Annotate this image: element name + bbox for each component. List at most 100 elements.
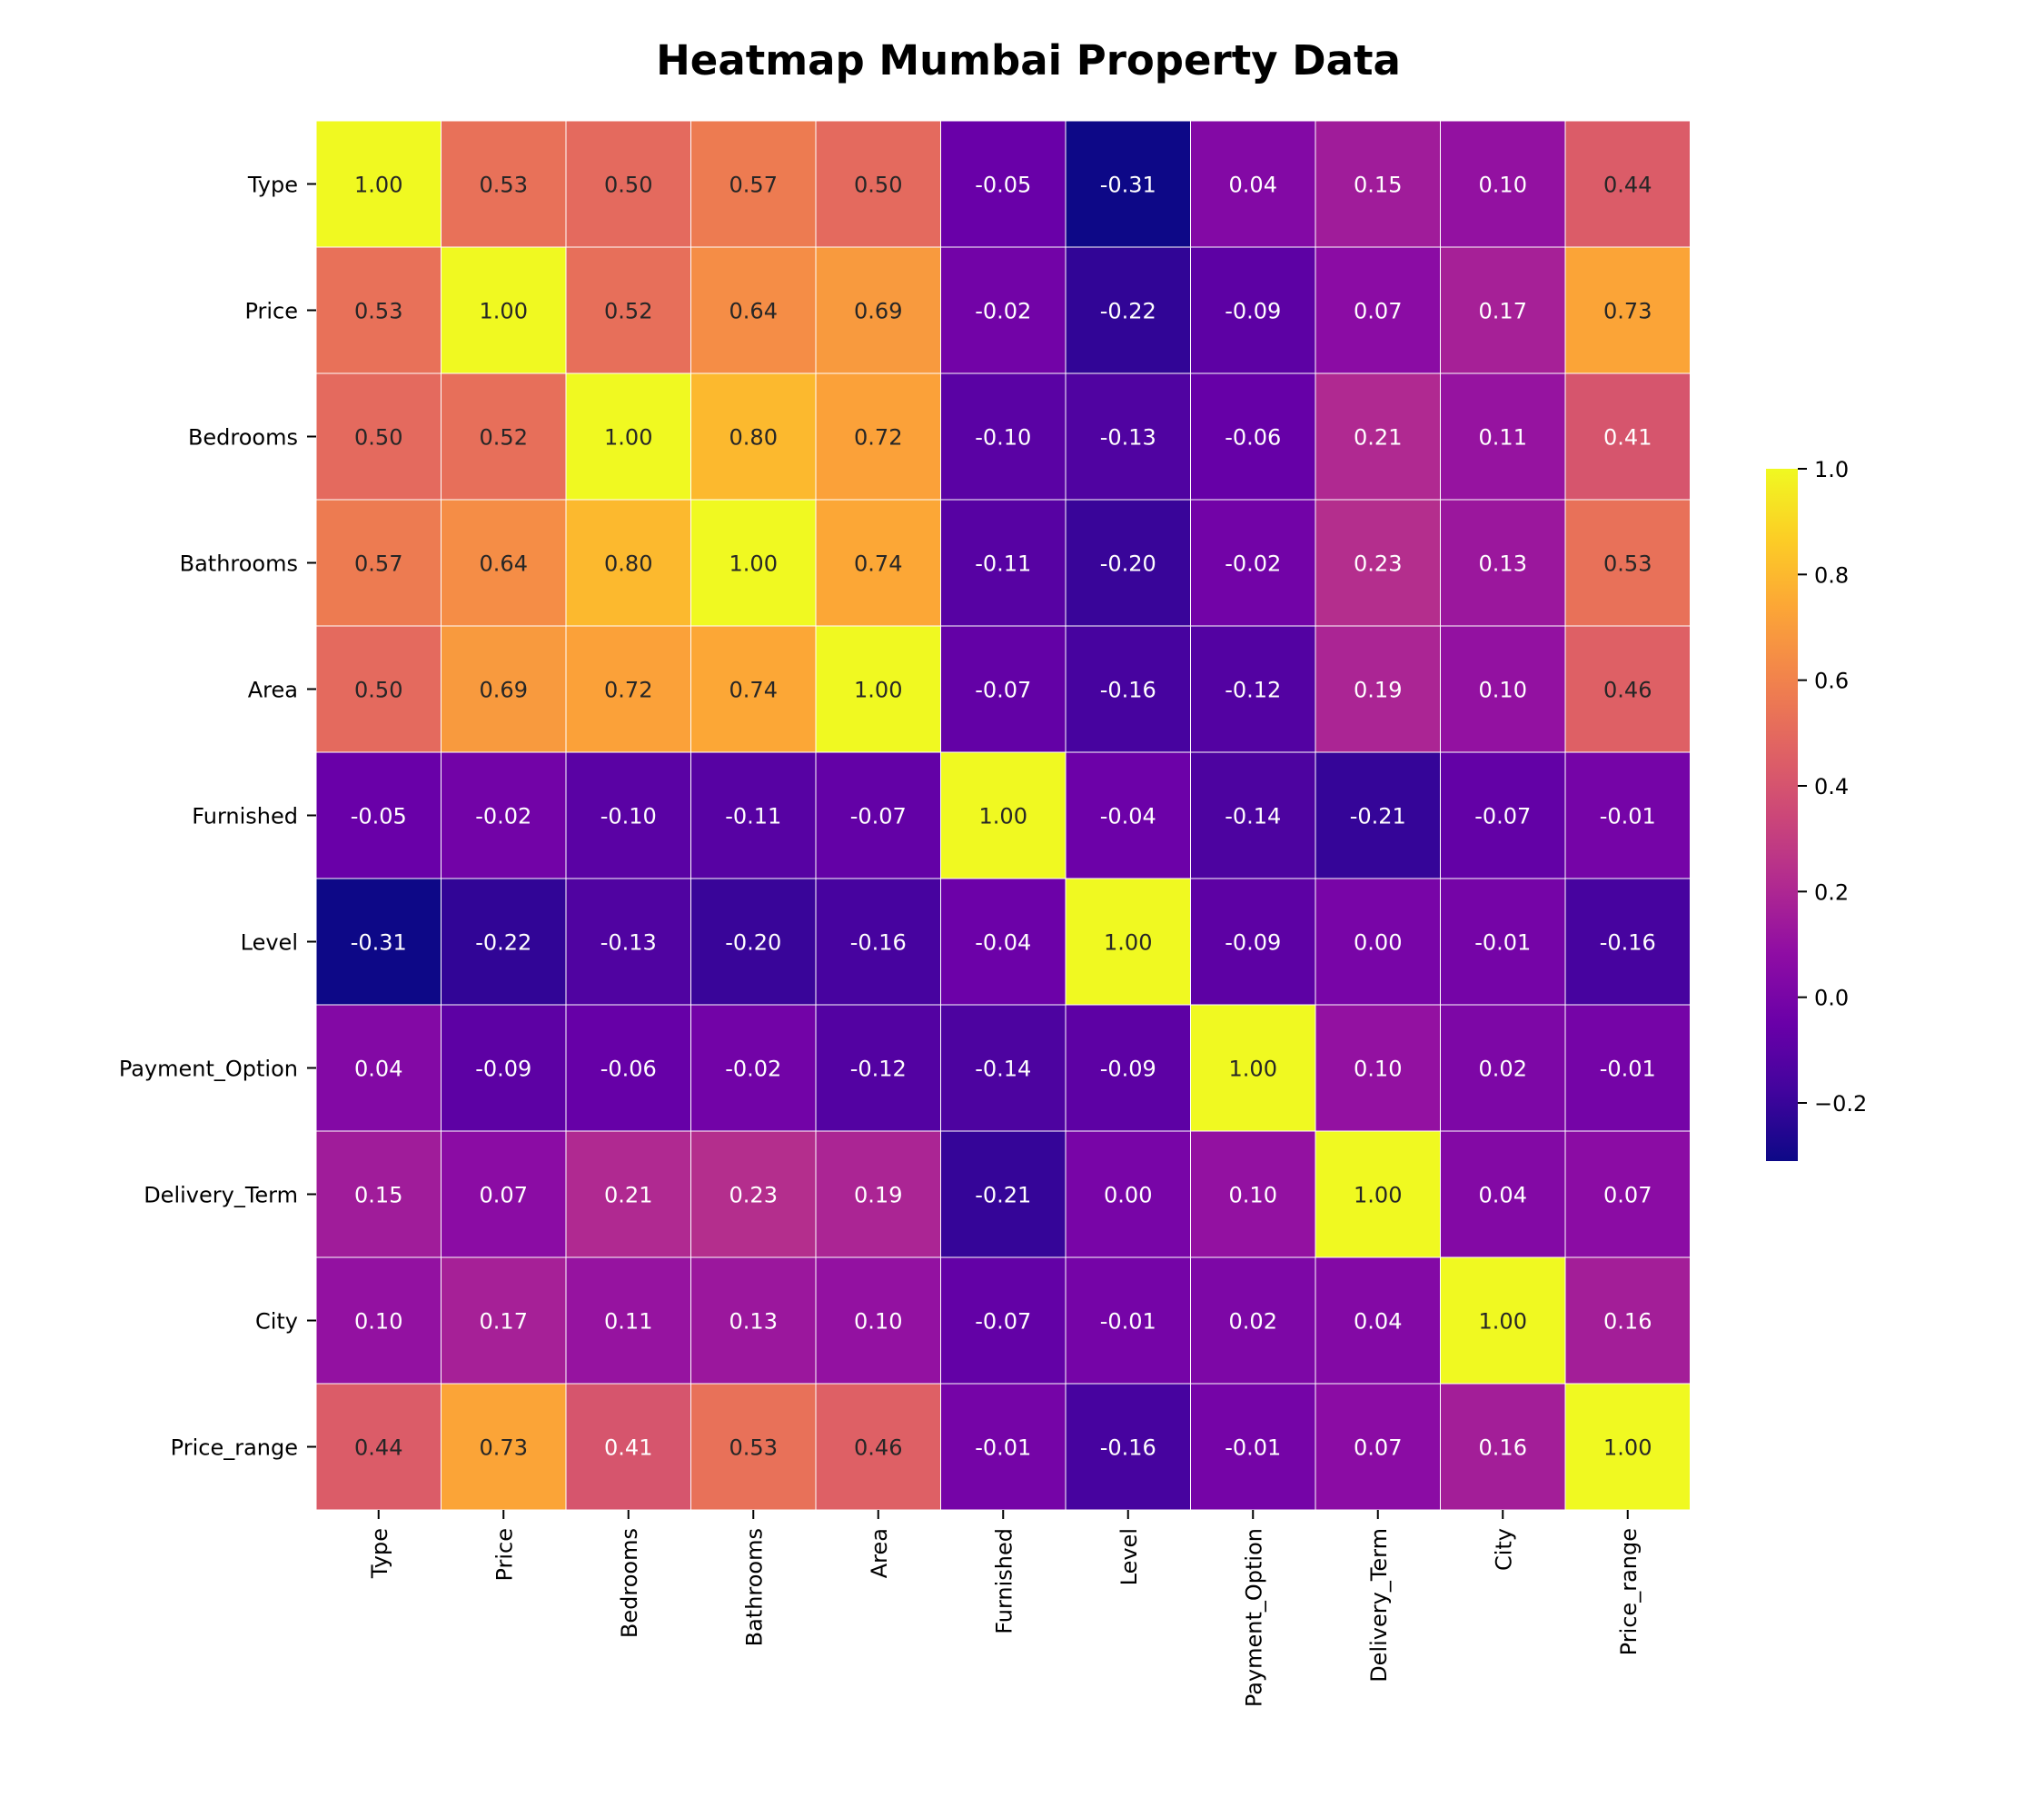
heatmap-cell <box>1564 499 1691 627</box>
cell-value-label: 0.07 <box>1603 1183 1652 1208</box>
heatmap-cell <box>690 120 817 248</box>
colorbar-tick-label: −0.2 <box>1814 1091 1867 1117</box>
cell-value-label: 1.00 <box>854 678 902 703</box>
cell-value-label: 0.16 <box>1603 1309 1652 1335</box>
cell-value-label: -0.07 <box>850 804 907 829</box>
colorbar-tick-label: 0.0 <box>1814 986 1849 1011</box>
cell-value-label: 0.73 <box>480 1435 528 1461</box>
cell-value-label: -0.07 <box>975 678 1031 703</box>
cell-value-label: 0.64 <box>729 299 778 324</box>
heatmap-cell <box>315 120 442 248</box>
cell-value-label: -0.21 <box>1350 804 1406 829</box>
heatmap-cell <box>1065 878 1191 1006</box>
heatmap-cell <box>815 878 941 1006</box>
heatmap-cell <box>690 499 817 627</box>
heatmap-cell <box>1315 625 1441 753</box>
colorbar: −0.2 0.0 0.2 0.4 0.6 0.8 1.0 <box>1766 457 1867 1161</box>
cell-value-label: 0.50 <box>354 678 402 703</box>
cell-value-label: -0.31 <box>1100 173 1156 198</box>
cell-value-label: 1.00 <box>1104 930 1152 956</box>
cell-value-label: 0.74 <box>729 678 778 703</box>
heatmap-cell <box>1564 1130 1691 1258</box>
cell-value-label: 0.10 <box>1479 678 1527 703</box>
heatmap-cell <box>1564 1256 1691 1385</box>
heatmap-cell <box>441 1004 567 1132</box>
cell-value-label: 0.80 <box>729 425 778 451</box>
heatmap-cell <box>565 878 691 1006</box>
cell-value-label: 1.00 <box>1603 1435 1652 1461</box>
y-tick-label: Level <box>241 930 298 956</box>
colorbar-tick-label: 0.8 <box>1814 562 1849 588</box>
cell-value-label: 0.50 <box>354 425 402 451</box>
cell-value-label: 0.17 <box>480 1309 528 1335</box>
cell-value-label: 0.11 <box>604 1309 652 1335</box>
cell-value-label: 0.64 <box>480 551 528 577</box>
cell-value-label: 0.57 <box>354 551 402 577</box>
heatmap-cell <box>1065 1004 1191 1132</box>
cell-value-label: -0.01 <box>1474 930 1531 956</box>
y-tick-label: Type <box>247 173 298 198</box>
cell-value-label: -0.09 <box>1225 930 1281 956</box>
cell-value-label: -0.10 <box>975 425 1031 451</box>
heatmap-cell <box>565 1256 691 1385</box>
heatmap-cell <box>565 625 691 753</box>
x-tick-label: Delivery_Term <box>1366 1528 1392 1683</box>
cell-value-label: 1.00 <box>480 299 528 324</box>
cell-value-label: -0.04 <box>1100 804 1156 829</box>
cell-value-label: -0.16 <box>850 930 907 956</box>
heatmap-cell <box>690 1004 817 1132</box>
heatmap-cell <box>690 246 817 374</box>
heatmap-cell <box>815 1383 941 1511</box>
cell-value-label: -0.11 <box>975 551 1031 577</box>
cell-value-label: 0.04 <box>354 1057 402 1082</box>
heatmap-cell <box>1065 246 1191 374</box>
cell-value-label: 0.02 <box>1229 1309 1277 1335</box>
cell-value-label: 0.52 <box>604 299 652 324</box>
cell-value-label: 0.04 <box>1229 173 1277 198</box>
cell-value-label: -0.14 <box>975 1057 1031 1082</box>
cell-value-label: -0.05 <box>975 173 1031 198</box>
cell-value-label: -0.01 <box>1100 1309 1156 1335</box>
cell-value-label: -0.01 <box>975 1435 1031 1461</box>
cell-value-label: 0.73 <box>1603 299 1652 324</box>
cell-value-label: -0.16 <box>1100 1435 1156 1461</box>
heatmap-cell <box>1564 372 1691 501</box>
cell-value-label: 0.72 <box>854 425 902 451</box>
cell-value-label: 0.74 <box>854 551 902 577</box>
cell-value-label: -0.06 <box>600 1057 657 1082</box>
heatmap-cell <box>1440 120 1566 248</box>
cell-value-label: -0.04 <box>975 930 1031 956</box>
cell-value-label: -0.12 <box>1225 678 1281 703</box>
cell-value-label: 0.07 <box>1354 1435 1402 1461</box>
cell-value-label: 0.10 <box>1229 1183 1277 1208</box>
cell-value-label: -0.21 <box>975 1183 1031 1208</box>
heatmap-cell <box>940 499 1067 627</box>
heatmap-cell <box>940 372 1067 501</box>
cell-value-label: -0.20 <box>1100 551 1156 577</box>
heatmap-cell <box>1564 625 1691 753</box>
heatmap-cell <box>940 625 1067 753</box>
heatmap-cell <box>1190 1256 1316 1385</box>
heatmap-cell <box>1564 120 1691 248</box>
heatmap-cell <box>441 878 567 1006</box>
heatmap-cells: 1.00 0.53 0.50 0.57 0.50 -0.05 -0.31 0.04 0.15 0.… <box>315 120 1691 1511</box>
heatmap-cell <box>1315 1130 1441 1258</box>
cell-value-label: 0.23 <box>1354 551 1402 577</box>
heatmap-cell <box>940 1256 1067 1385</box>
x-tick-label: Price <box>491 1528 517 1582</box>
heatmap-cell <box>940 120 1067 248</box>
cell-value-label: 0.19 <box>1354 678 1402 703</box>
cell-value-label: 0.57 <box>729 173 778 198</box>
heatmap-cell <box>1065 625 1191 753</box>
cell-value-label: 0.10 <box>354 1309 402 1335</box>
cell-value-label: 1.00 <box>1229 1057 1277 1082</box>
colorbar-tick-label: 1.0 <box>1814 457 1849 482</box>
heatmap-cell <box>690 878 817 1006</box>
y-axis-labels: Type Price Bedrooms Bathrooms Area Furnished L… <box>119 173 316 1461</box>
heatmap-cell <box>565 1383 691 1511</box>
heatmap-cell <box>940 878 1067 1006</box>
heatmap-cell <box>690 751 817 879</box>
cell-value-label: -0.22 <box>475 930 531 956</box>
cell-value-label: 0.69 <box>480 678 528 703</box>
